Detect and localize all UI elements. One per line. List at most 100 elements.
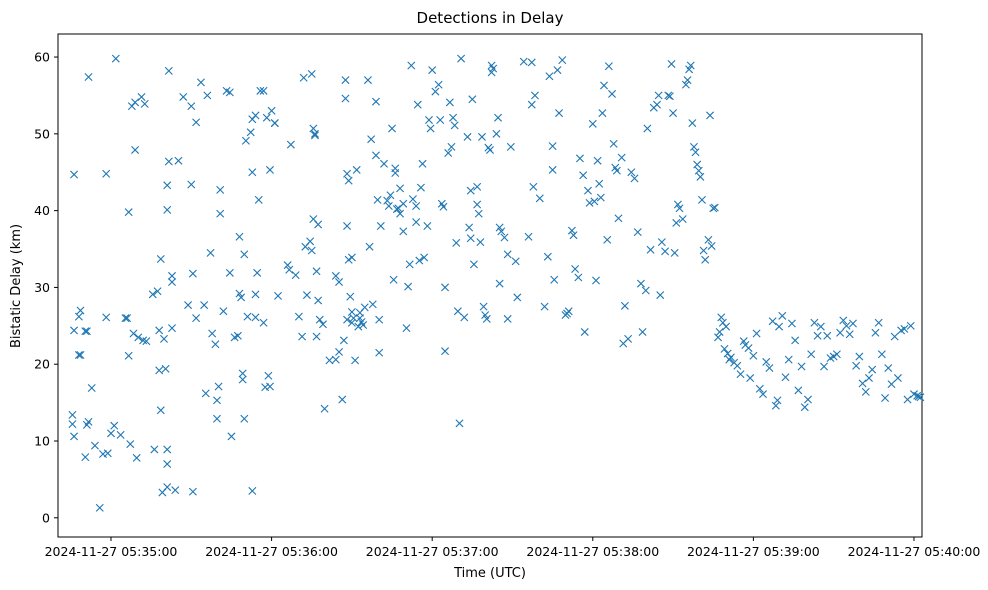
marker-stroke (338, 395, 347, 404)
data-point (184, 301, 193, 310)
marker-stroke (473, 182, 482, 191)
marker-stroke (706, 111, 715, 120)
marker-stroke (222, 86, 231, 95)
marker-stroke (140, 99, 149, 108)
marker-stroke (787, 319, 796, 328)
marker-stroke (500, 233, 509, 242)
marker-stroke (148, 290, 157, 299)
marker-stroke (68, 410, 77, 419)
marker-stroke (70, 170, 79, 179)
data-point (900, 324, 909, 333)
data-point (765, 364, 774, 373)
marker-stroke (233, 331, 242, 340)
data-point (163, 205, 172, 214)
marker-stroke (134, 333, 143, 342)
marker-stroke (657, 238, 666, 247)
data-point (548, 142, 557, 151)
data-point (396, 209, 405, 218)
data-point (163, 460, 172, 469)
marker-stroke (214, 382, 223, 391)
data-point (102, 169, 111, 178)
marker-stroke (187, 180, 196, 189)
data-point (689, 142, 698, 151)
data-point (506, 142, 515, 151)
data-point (412, 218, 421, 227)
marker-stroke (388, 124, 397, 133)
marker-stroke (596, 193, 605, 202)
marker-stroke (396, 184, 405, 193)
data-point (331, 355, 340, 364)
data-point (746, 374, 755, 383)
x-tick-label: 2024-11-27 05:36:00 (205, 544, 338, 559)
marker-stroke (240, 250, 249, 259)
data-point (256, 86, 265, 95)
x-tick-label: 2024-11-27 05:39:00 (687, 544, 820, 559)
data-point (579, 171, 588, 180)
data-point (914, 392, 923, 401)
marker-stroke (248, 168, 257, 177)
data-point (416, 183, 425, 192)
marker-stroke (603, 235, 612, 244)
data-point (567, 226, 576, 235)
data-point (315, 315, 324, 324)
marker-stroke (469, 260, 478, 269)
y-axis-label: Bistatic Delay (km) (9, 224, 24, 348)
data-point (283, 261, 292, 270)
data-point (163, 445, 172, 454)
y-axis: 0 10 20 30 40 50 60 (34, 50, 58, 525)
data-point (482, 314, 491, 323)
marker-stroke (402, 324, 411, 333)
marker-stroke (315, 315, 324, 324)
data-point (813, 331, 822, 340)
marker-stroke (450, 121, 459, 130)
data-point (839, 316, 848, 325)
data-point (453, 307, 462, 316)
marker-stroke (913, 391, 922, 400)
data-point (251, 290, 260, 299)
marker-stroke (832, 350, 841, 359)
marker-stroke (405, 260, 414, 269)
data-point (70, 326, 79, 335)
data-point (706, 111, 715, 120)
data-point (641, 286, 650, 295)
marker-stroke (696, 172, 705, 181)
data-point (436, 116, 445, 124)
marker-stroke (608, 89, 617, 98)
data-point (264, 371, 273, 380)
marker-stroke (571, 265, 580, 273)
marker-stroke (164, 66, 173, 75)
data-point (371, 97, 380, 106)
marker-stroke (784, 355, 793, 364)
marker-stroke (739, 337, 748, 346)
data-point (574, 273, 583, 282)
marker-stroke (858, 379, 867, 388)
data-point (452, 238, 461, 247)
marker-stroke (102, 169, 111, 178)
data-point (219, 307, 228, 316)
data-point (363, 76, 372, 85)
data-point (871, 328, 880, 337)
marker-stroke (404, 282, 413, 291)
data-point (617, 153, 626, 162)
marker-stroke (641, 286, 650, 295)
marker-stroke (188, 487, 197, 496)
marker-stroke (667, 59, 676, 68)
data-point (511, 257, 520, 266)
marker-stroke (251, 111, 260, 120)
data-point (450, 121, 459, 130)
data-point (102, 313, 111, 322)
marker-stroke (251, 290, 260, 299)
marker-stroke (759, 390, 768, 399)
data-point (633, 228, 642, 237)
marker-stroke (688, 119, 697, 128)
marker-stroke (548, 165, 557, 174)
marker-stroke (855, 352, 864, 361)
marker-stroke (434, 80, 443, 89)
marker-stroke (208, 329, 217, 338)
marker-stroke (900, 324, 909, 333)
data-point (449, 113, 458, 122)
marker-stroke (567, 226, 576, 235)
plot-background (58, 34, 922, 537)
data-point (70, 170, 79, 179)
data-point (759, 390, 768, 399)
